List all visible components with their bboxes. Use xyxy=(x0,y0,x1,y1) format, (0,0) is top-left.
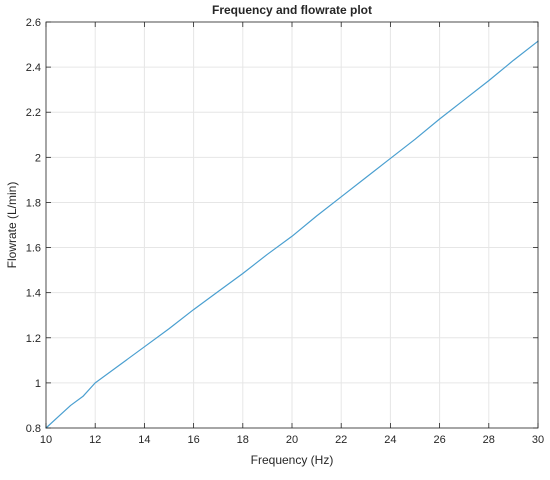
series-layer xyxy=(45,40,539,429)
x-tick-labels: 10 12 14 16 18 20 22 24 26 28 30 xyxy=(40,434,544,446)
x-tick-label: 26 xyxy=(433,434,445,446)
x-tick-label: 14 xyxy=(138,434,150,446)
x-tick-label: 28 xyxy=(483,434,495,446)
y-tick-label: 2.6 xyxy=(26,17,41,29)
x-tick-label: 16 xyxy=(187,434,199,446)
x-tick-label: 24 xyxy=(384,434,396,446)
x-tick-label: 20 xyxy=(286,434,298,446)
y-tick-label: 1 xyxy=(35,378,41,390)
series-line xyxy=(45,40,539,429)
chart-title: Frequency and flowrate plot xyxy=(212,3,372,17)
x-tick-label: 18 xyxy=(237,434,249,446)
tick-marks xyxy=(45,21,539,429)
y-tick-label: 1.8 xyxy=(26,197,41,209)
x-axis-label: Frequency (Hz) xyxy=(251,453,334,467)
y-tick-label: 1.6 xyxy=(26,243,41,255)
y-axis-label: Flowrate (L/min) xyxy=(5,182,19,269)
y-tick-label: 2 xyxy=(35,152,41,164)
y-tick-label: 2.2 xyxy=(26,107,41,119)
y-tick-label: 1.2 xyxy=(26,333,41,345)
x-tick-label: 10 xyxy=(40,434,52,446)
y-tick-label: 1.4 xyxy=(26,288,41,300)
x-tick-label: 22 xyxy=(335,434,347,446)
x-tick-label: 30 xyxy=(532,434,544,446)
x-tick-label: 12 xyxy=(89,434,101,446)
y-tick-label: 0.8 xyxy=(26,423,41,435)
y-tick-labels: 0.8 1 1.2 1.4 1.6 1.8 2 2.2 2.4 2.6 xyxy=(26,17,41,435)
y-tick-label: 2.4 xyxy=(26,62,41,74)
